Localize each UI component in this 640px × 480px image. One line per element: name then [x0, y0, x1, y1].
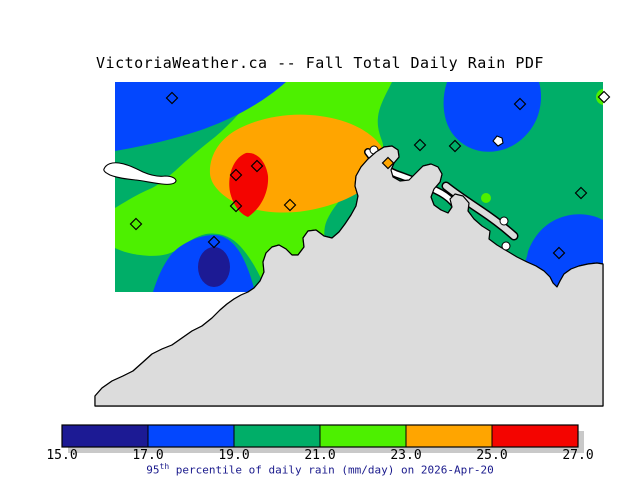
page-title: VictoriaWeather.ca -- Fall Total Daily R…: [96, 54, 544, 72]
island-small-east: [492, 135, 504, 147]
legend-band: [61, 424, 149, 448]
legend-band: [233, 424, 321, 448]
station-diamond-icon: [381, 156, 395, 170]
legend-band: [147, 424, 235, 448]
legend-tick-label: 27.0: [562, 448, 594, 463]
station-diamond-icon: [229, 199, 243, 213]
station-markers: [129, 90, 611, 260]
station-diamond-icon: [165, 91, 179, 105]
contour-red-core-region: [229, 152, 269, 217]
islet-2: [501, 241, 511, 251]
contour-navy-core-region: [198, 247, 230, 287]
legend-colorbar: [61, 424, 579, 448]
station-diamond-icon: [129, 217, 143, 231]
station-diamond-icon: [207, 235, 221, 249]
legend-tick-label: 21.0: [304, 448, 336, 463]
contour-blue-topcenter-region: [443, 82, 542, 152]
legend-tick-label: 23.0: [390, 448, 422, 463]
station-diamond-icon: [552, 246, 566, 260]
station-diamond-icon: [283, 198, 297, 212]
station-diamond-icon: [597, 90, 611, 104]
station-diamond-icon: [513, 97, 527, 111]
legend-tick-label: 17.0: [132, 448, 164, 463]
station-diamond-icon: [413, 138, 427, 152]
caption-rest: percentile of daily rain (mm/day) on 202…: [169, 463, 494, 477]
island-west: [103, 162, 177, 185]
contour-blue-topleft-region: [115, 82, 286, 151]
land-finger: [443, 183, 517, 239]
caption-prefix: 95: [146, 463, 160, 477]
legend-tick-labels: 15.0 17.0 19.0 21.0 23.0 25.0 27.0: [0, 448, 640, 463]
legend-tick-label: 25.0: [476, 448, 508, 463]
station-diamond-icon: [229, 168, 243, 182]
legend-colorbar-border: [61, 424, 579, 448]
legend-band: [319, 424, 407, 448]
islet-1: [499, 216, 509, 226]
legend-band: [491, 424, 579, 448]
station-diamond-icon: [574, 186, 588, 200]
legend-caption: 95th percentile of daily rain (mm/day) o…: [0, 462, 640, 477]
station-diamond-icon: [448, 139, 462, 153]
station-diamond-icon: [250, 159, 264, 173]
legend-band: [405, 424, 493, 448]
legend-tick-label: 15.0: [46, 448, 78, 463]
legend-tick-label: 19.0: [218, 448, 250, 463]
coastal-green-dot: [481, 193, 491, 203]
caption-superscript: th: [159, 462, 170, 471]
